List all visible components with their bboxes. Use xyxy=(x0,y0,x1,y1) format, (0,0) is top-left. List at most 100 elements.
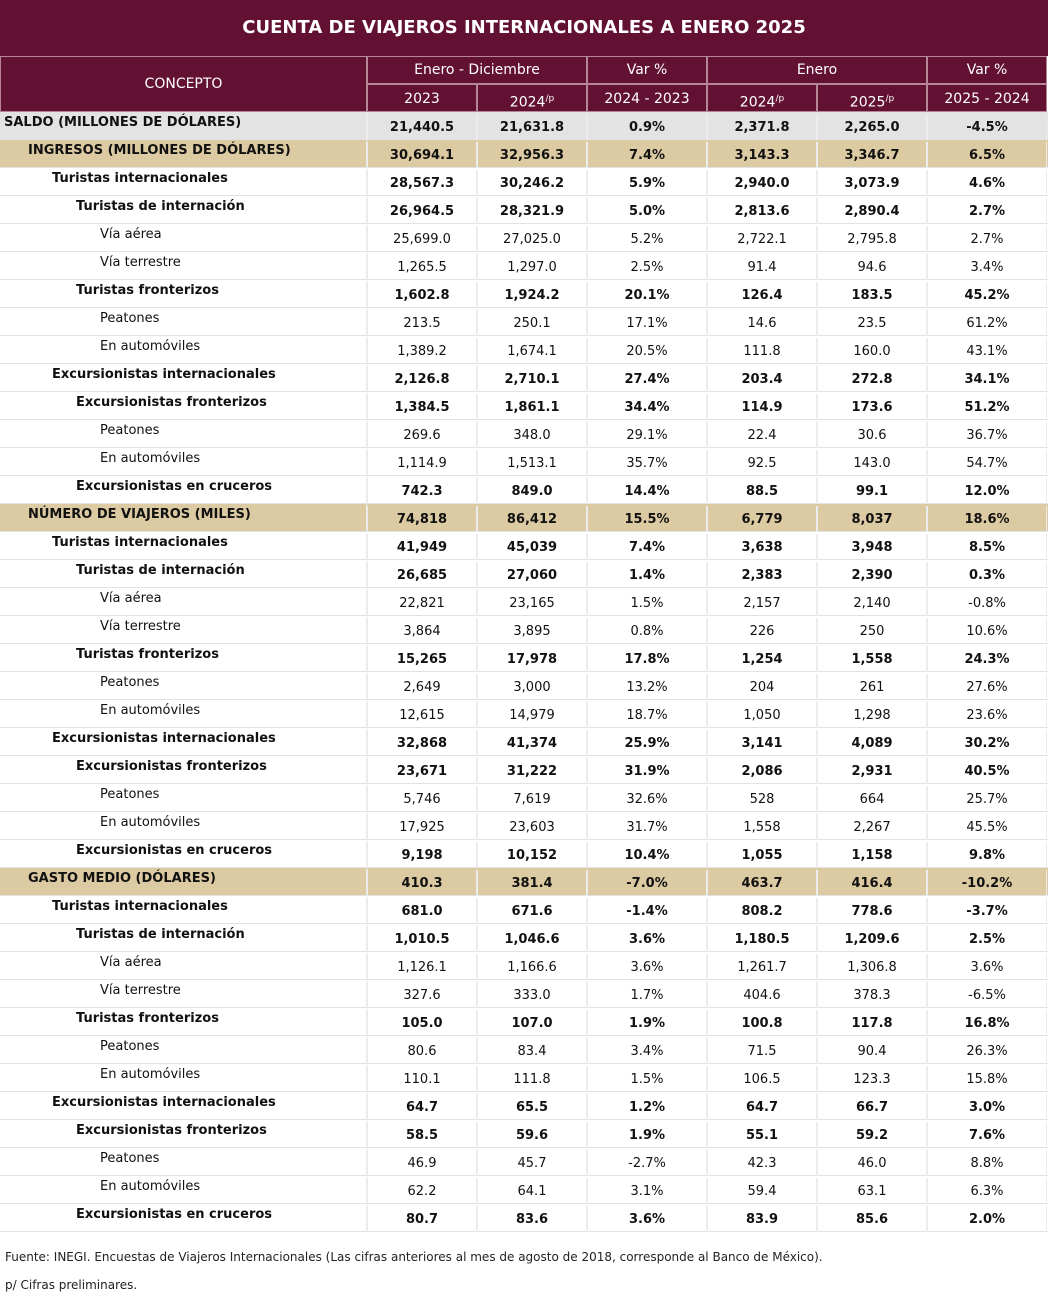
row-label: Excursionistas internacionales xyxy=(0,364,367,392)
row-label: NÚMERO DE VIAJEROS (MILES) xyxy=(0,504,367,532)
cell-value: 1,261.7 xyxy=(707,954,817,980)
row-label: En automóviles xyxy=(0,448,367,476)
row-label: Excursionistas fronterizos xyxy=(0,392,367,420)
table-row: GASTO MEDIO (DÓLARES) 410.3 381.4 -7.0% 463.… xyxy=(0,868,1048,896)
table-row: Turistas internacionales 41,949 45,039 7.4%… xyxy=(0,532,1048,560)
cell-value: 12,615 xyxy=(367,702,477,728)
cell-value: 17.8% xyxy=(587,646,707,672)
cell-value: 173.6 xyxy=(817,394,927,420)
row-rule xyxy=(0,391,1048,392)
cell-value: 65.5 xyxy=(477,1094,587,1120)
row-rule xyxy=(0,979,1048,980)
table-row: Vía aérea 1,126.1 1,166.6 3.6% 1,261.7 1,306.… xyxy=(0,952,1048,980)
cell-value: 1,055 xyxy=(707,842,817,868)
cell-value: 20.1% xyxy=(587,282,707,308)
cell-value: 681.0 xyxy=(367,898,477,924)
cell-value: 106.5 xyxy=(707,1066,817,1092)
cell-value: 30,246.2 xyxy=(477,170,587,196)
cell-value: 3,000 xyxy=(477,674,587,700)
cell-value: 6.3% xyxy=(927,1178,1047,1204)
cell-value: 463.7 xyxy=(707,870,817,896)
cell-value: 86,412 xyxy=(477,506,587,532)
row-rule xyxy=(0,1203,1048,1204)
cell-value: 64.7 xyxy=(367,1094,477,1120)
cell-value: 61.2% xyxy=(927,310,1047,336)
header-group: Enero - Diciembre xyxy=(367,56,587,84)
cell-value: 1,046.6 xyxy=(477,926,587,952)
cell-value: 25.9% xyxy=(587,730,707,756)
cell-value: 3,073.9 xyxy=(817,170,927,196)
cell-value: 183.5 xyxy=(817,282,927,308)
cell-value: 22.4 xyxy=(707,422,817,448)
cell-value: -4.5% xyxy=(927,114,1047,140)
row-rule xyxy=(0,643,1048,644)
row-label: Turistas de internación xyxy=(0,560,367,588)
cell-value: 333.0 xyxy=(477,982,587,1008)
row-label: Turistas internacionales xyxy=(0,168,367,196)
cell-value: -7.0% xyxy=(587,870,707,896)
cell-value: 99.1 xyxy=(817,478,927,504)
row-label: Peatones xyxy=(0,1148,367,1176)
row-label: INGRESOS (MILLONES DE DÓLARES) xyxy=(0,140,367,168)
cell-value: 778.6 xyxy=(817,898,927,924)
cell-value: 17,978 xyxy=(477,646,587,672)
row-rule xyxy=(0,167,1048,168)
cell-value: 0.9% xyxy=(587,114,707,140)
cell-value: 4.6% xyxy=(927,170,1047,196)
cell-value: 41,949 xyxy=(367,534,477,560)
row-rule xyxy=(0,363,1048,364)
cell-value: 2,940.0 xyxy=(707,170,817,196)
row-rule xyxy=(0,335,1048,336)
table-row: Peatones 213.5 250.1 17.1% 14.6 23.5 61.2% xyxy=(0,308,1048,336)
cell-value: 27,060 xyxy=(477,562,587,588)
cell-value: 71.5 xyxy=(707,1038,817,1064)
table-row: NÚMERO DE VIAJEROS (MILES) 74,818 86,412 15… xyxy=(0,504,1048,532)
cell-value: -6.5% xyxy=(927,982,1047,1008)
cell-value: 9.8% xyxy=(927,842,1047,868)
cell-value: 14.4% xyxy=(587,478,707,504)
cell-value: 45.7 xyxy=(477,1150,587,1176)
cell-value: 34.1% xyxy=(927,366,1047,392)
row-rule xyxy=(0,951,1048,952)
row-label: En automóviles xyxy=(0,1064,367,1092)
table-row: Excursionistas en cruceros 742.3 849.0 14.4… xyxy=(0,476,1048,504)
table-row: Turistas internacionales 28,567.3 30,246.2… xyxy=(0,168,1048,196)
cell-value: 381.4 xyxy=(477,870,587,896)
row-label: Vía terrestre xyxy=(0,252,367,280)
table-row: En automóviles 17,925 23,603 31.7% 1,558 2,26… xyxy=(0,812,1048,840)
cell-value: -0.8% xyxy=(927,590,1047,616)
cell-value: 14.6 xyxy=(707,310,817,336)
header-group: Enero xyxy=(707,56,927,84)
row-rule xyxy=(0,419,1048,420)
cell-value: 528 xyxy=(707,786,817,812)
cell-value: 9,198 xyxy=(367,842,477,868)
table-row: Excursionistas internacionales 32,868 41,3… xyxy=(0,728,1048,756)
cell-value: -1.4% xyxy=(587,898,707,924)
header-group: Var % xyxy=(927,56,1047,84)
cell-value: 1,298 xyxy=(817,702,927,728)
table-row: Excursionistas fronterizos 58.5 59.6 1.9% 55… xyxy=(0,1120,1048,1148)
cell-value: 90.4 xyxy=(817,1038,927,1064)
cell-value: 18.7% xyxy=(587,702,707,728)
cell-value: 10.4% xyxy=(587,842,707,868)
footnote: p/ Cifras preliminares. xyxy=(5,1278,138,1292)
cell-value: 1.7% xyxy=(587,982,707,1008)
table-row: Turistas de internación 26,964.5 28,321.9 5… xyxy=(0,196,1048,224)
cell-value: 1,010.5 xyxy=(367,926,477,952)
row-rule xyxy=(0,839,1048,840)
cell-value: 5.0% xyxy=(587,198,707,224)
row-rule xyxy=(0,503,1048,504)
cell-value: 3,895 xyxy=(477,618,587,644)
cell-value: 3,638 xyxy=(707,534,817,560)
row-label: En automóviles xyxy=(0,1176,367,1204)
cell-value: 213.5 xyxy=(367,310,477,336)
cell-value: 404.6 xyxy=(707,982,817,1008)
cell-value: 1,209.6 xyxy=(817,926,927,952)
table-row: Excursionistas en cruceros 9,198 10,152 10.… xyxy=(0,840,1048,868)
cell-value: 32.6% xyxy=(587,786,707,812)
cell-value: 32,868 xyxy=(367,730,477,756)
cell-value: 2,649 xyxy=(367,674,477,700)
cell-value: 22,821 xyxy=(367,590,477,616)
cell-value: 12.0% xyxy=(927,478,1047,504)
